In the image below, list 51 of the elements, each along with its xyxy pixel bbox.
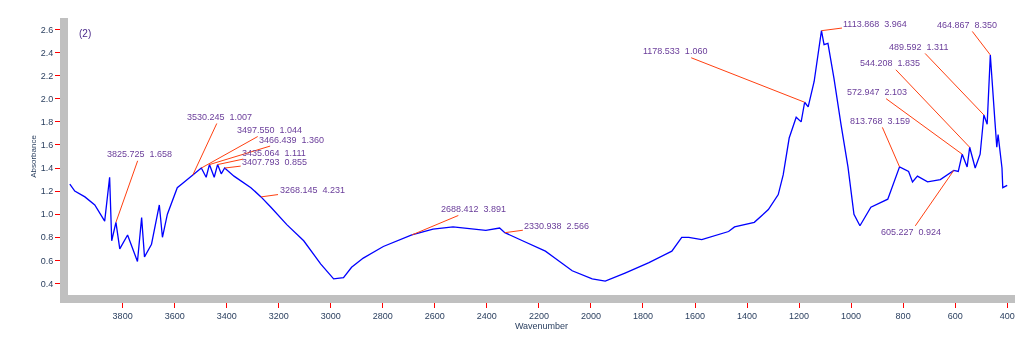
x-tick-label: 800 [895, 310, 911, 321]
annotation: 489.592 1.311 [889, 42, 949, 52]
y-tick-label: 1.4 [40, 163, 54, 174]
x-tick-label: 3200 [268, 310, 289, 321]
annotation: 572.947 2.103 [847, 87, 908, 97]
x-tick-label: 1400 [737, 310, 758, 321]
y-tick-label: 0.8 [40, 232, 54, 243]
x-tick-label: 3800 [112, 310, 133, 321]
y-tick-label: 1.6 [40, 140, 54, 151]
annotation: 2688.412 3.891 [441, 204, 507, 214]
x-tick-label: 400 [999, 310, 1015, 321]
annotation: 813.768 3.159 [850, 116, 911, 126]
x-tick-label: 2200 [528, 310, 549, 321]
x-axis-title: Wavenumber [514, 320, 569, 331]
x-tick-label: 2400 [476, 310, 497, 321]
annotation: 3825.725 1.658 [107, 149, 173, 159]
annotation: 1113.868 3.964 [843, 19, 907, 29]
x-tick-label: 2000 [580, 310, 601, 321]
x-tick-label: 3600 [164, 310, 185, 321]
x-tick-label: 1600 [684, 310, 706, 321]
annotation: 605.227 0.924 [881, 227, 942, 237]
x-tick-label: 3400 [216, 310, 237, 321]
x-tick-label: 2800 [372, 310, 393, 321]
y-tick-label: 2.0 [40, 93, 54, 104]
y-tick-label: 2.2 [40, 70, 54, 81]
annotation: 3407.793 0.855 [242, 157, 308, 167]
y-tick-label: 0.6 [40, 255, 54, 266]
y-tick-label: 2.4 [40, 47, 54, 58]
x-tick-label: 600 [947, 310, 963, 321]
annotation: 544.208 1.835 [860, 58, 921, 68]
x-tick-label: 1800 [632, 310, 653, 321]
annotation: 464.867 8.350 [937, 20, 998, 30]
x-tick-label: 2600 [424, 310, 445, 321]
annotation: 3268.145 4.231 [280, 185, 346, 195]
annotation: 3497.550 1.044 [237, 125, 303, 135]
y-tick-label: 0.4 [40, 278, 54, 289]
y-tick-label: 2.6 [40, 24, 54, 35]
x-tick-label: 1200 [789, 310, 810, 321]
annotation: 2330.938 2.566 [524, 221, 590, 231]
y-tick-label: 1.8 [40, 117, 54, 128]
y-tick-label: 1.2 [40, 186, 54, 197]
annotation: 3466.439 1.360 [259, 135, 325, 145]
x-tick-label: 1000 [841, 310, 862, 321]
y-tick-label: 1.0 [40, 209, 54, 220]
annotation: 1178.533 1.060 [643, 46, 708, 56]
x-tick-label: 3000 [320, 310, 341, 321]
annotation: (2) [79, 28, 92, 39]
annotation: 3435.064 1.111 [242, 148, 306, 158]
annotation: 3530.245 1.007 [187, 112, 253, 122]
line-series [69, 30, 1008, 282]
y-axis-title: Absorbance [28, 134, 38, 178]
